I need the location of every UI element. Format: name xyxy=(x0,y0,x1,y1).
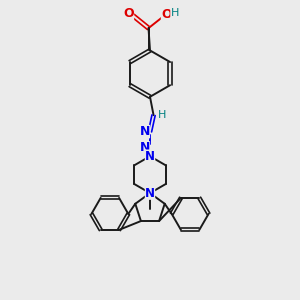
Text: O: O xyxy=(161,8,172,21)
Text: N: N xyxy=(140,125,150,138)
Text: N: N xyxy=(145,187,155,200)
Text: H: H xyxy=(170,8,179,18)
Text: O: O xyxy=(123,7,134,20)
Text: N: N xyxy=(140,141,150,154)
Text: N: N xyxy=(145,150,155,163)
Text: H: H xyxy=(158,110,166,120)
